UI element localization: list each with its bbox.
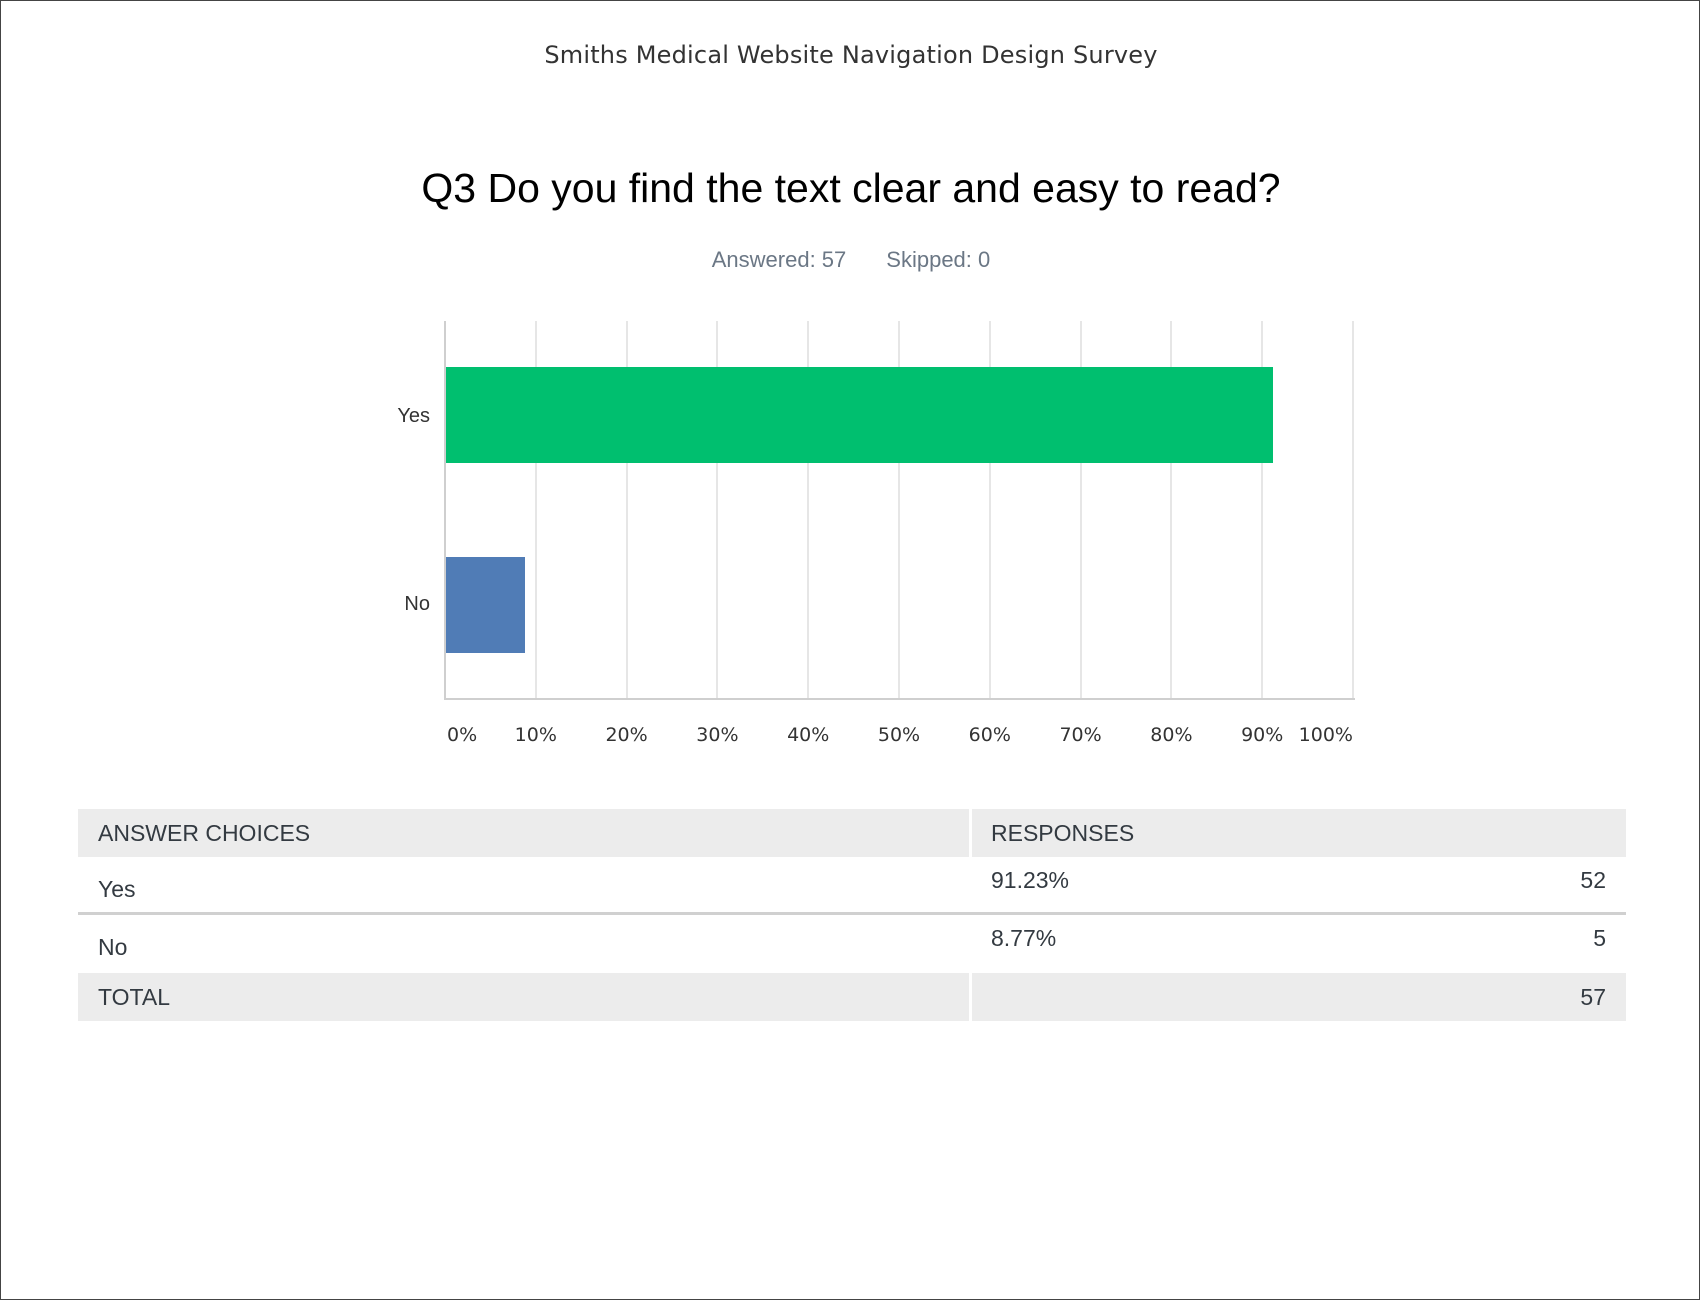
gridline bbox=[1261, 321, 1264, 699]
x-tick-label: 0% bbox=[447, 724, 478, 746]
x-tick-label: 20% bbox=[605, 724, 648, 746]
answer-choice: No bbox=[98, 934, 128, 960]
table-row: Yes 91.23% 52 bbox=[78, 857, 1626, 915]
table-row: No 8.77% 5 bbox=[78, 915, 1626, 972]
gridline bbox=[898, 321, 900, 699]
x-tick-label: 10% bbox=[514, 724, 557, 746]
response-count: 5 bbox=[1593, 925, 1606, 951]
header-answer-choices: ANSWER CHOICES bbox=[78, 809, 969, 857]
gridline bbox=[807, 321, 810, 699]
total-label: TOTAL bbox=[78, 973, 969, 1021]
response-percent: 91.23% bbox=[991, 867, 1070, 893]
header-responses-label: RESPONSES bbox=[991, 820, 1135, 846]
bar-yes bbox=[446, 367, 1274, 463]
y-label-yes: Yes bbox=[397, 405, 430, 427]
x-tick-label: 30% bbox=[696, 724, 739, 746]
response-values: 91.23% 52 bbox=[972, 857, 1626, 912]
gridline bbox=[1352, 321, 1354, 699]
gridline bbox=[625, 321, 628, 699]
gridline bbox=[716, 321, 719, 699]
x-axis-line bbox=[444, 698, 1355, 700]
response-percent: 8.77% bbox=[991, 925, 1057, 951]
bar-no bbox=[446, 557, 525, 653]
gridline bbox=[534, 321, 537, 699]
gridline bbox=[1079, 321, 1082, 699]
responses-table: ANSWER CHOICES RESPONSES Yes 91.23% 52 N… bbox=[78, 809, 1626, 1021]
response-values: 8.77% 5 bbox=[972, 915, 1626, 972]
x-tick-label: 90% bbox=[1241, 724, 1284, 746]
skipped-count: Skipped: 0 bbox=[886, 247, 991, 272]
total-values: 57 bbox=[972, 973, 1626, 1021]
gridline bbox=[1170, 321, 1173, 699]
answer-choice: Yes bbox=[98, 876, 136, 902]
y-label-no: No bbox=[404, 593, 430, 615]
response-stats: Answered: 57 Skipped: 0 bbox=[1, 247, 1700, 273]
x-tick-label: 100% bbox=[1298, 724, 1353, 746]
bar-chart: Yes No 0% 10% 20% 30% 40% 50% 60% 70% 80% 90% 100% bbox=[1, 1, 1700, 781]
response-count: 52 bbox=[1580, 867, 1606, 893]
gridline bbox=[988, 321, 991, 699]
x-tick-label: 60% bbox=[968, 724, 1011, 746]
header-responses: RESPONSES bbox=[972, 809, 1626, 857]
answered-count: Answered: 57 bbox=[711, 247, 847, 272]
survey-title: Smiths Medical Website Navigation Design… bbox=[544, 41, 1158, 69]
question-title: Q3 Do you find the text clear and easy t… bbox=[421, 165, 1281, 211]
table-total-row: TOTAL 57 bbox=[78, 973, 1626, 1021]
x-tick-label: 80% bbox=[1150, 724, 1193, 746]
x-tick-label: 40% bbox=[787, 724, 830, 746]
y-axis-line bbox=[444, 321, 446, 700]
x-tick-label: 50% bbox=[877, 724, 921, 746]
table-header-row: ANSWER CHOICES RESPONSES bbox=[78, 809, 1626, 857]
x-tick-label: 70% bbox=[1059, 724, 1102, 746]
total-count: 57 bbox=[1580, 984, 1606, 1010]
